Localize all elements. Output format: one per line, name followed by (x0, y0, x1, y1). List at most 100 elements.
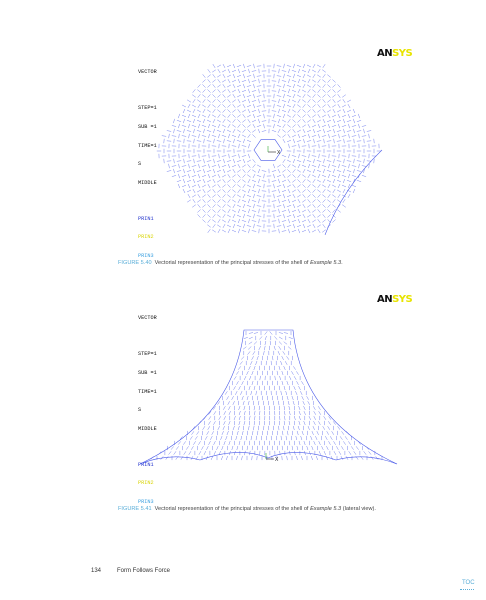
stress-vector (323, 416, 327, 420)
stress-vector (333, 138, 335, 144)
stress-vector (228, 153, 230, 159)
stress-vector (315, 436, 318, 440)
stress-vector (202, 188, 206, 194)
stress-vector (281, 355, 284, 361)
stress-vector (241, 109, 247, 113)
stress-vector (216, 169, 222, 173)
stress-vector (186, 160, 192, 162)
stress-vector (251, 70, 257, 72)
stress-vector (221, 164, 227, 168)
stress-vector (248, 366, 251, 370)
stress-vector (346, 189, 352, 193)
stress-vector (333, 421, 336, 425)
stress-vector (287, 198, 291, 204)
stress-vector (312, 184, 316, 188)
stress-vector (256, 85, 262, 87)
ansys-logo: ANSYS (377, 294, 413, 305)
stress-vector (297, 198, 301, 204)
stress-vector (327, 89, 331, 93)
stress-vector (347, 113, 351, 119)
stress-vector (317, 194, 321, 198)
stress-vector (288, 405, 291, 411)
stress-vector (276, 185, 282, 187)
stress-vector (281, 109, 287, 113)
stress-vector (271, 130, 277, 132)
stress-vector (221, 135, 227, 137)
stress-vector (338, 163, 340, 169)
toc-link[interactable]: TOC (462, 580, 475, 586)
stress-vector (356, 130, 362, 132)
stress-vector (273, 103, 275, 109)
stress-vector (301, 89, 307, 93)
stress-vector (171, 165, 177, 167)
stress-vector (238, 410, 241, 416)
stress-vector (278, 228, 280, 234)
stress-vector (241, 209, 247, 213)
stress-vector (287, 108, 291, 114)
stress-vector (192, 188, 196, 194)
stress-vector (288, 143, 290, 149)
stress-vector (283, 213, 285, 219)
stress-vector (277, 164, 281, 168)
stress-vector (322, 214, 326, 218)
stress-vector (332, 79, 336, 83)
stress-vector (258, 188, 260, 194)
stress-vector (326, 431, 329, 435)
stress-vector (286, 194, 292, 198)
stress-vector (322, 219, 326, 223)
stress-vector (228, 440, 231, 446)
stress-vector (238, 153, 240, 159)
stress-vector (243, 73, 245, 79)
stress-vector (316, 119, 322, 123)
stress-vector (276, 124, 282, 128)
stress-vector (363, 451, 367, 455)
stress-vector (173, 118, 175, 124)
stress-vector (241, 381, 244, 385)
stress-vector (253, 332, 259, 334)
stress-vector (368, 133, 370, 139)
stress-vector (283, 63, 285, 69)
stress-vector (171, 175, 177, 177)
stress-vector (292, 174, 296, 178)
stress-vector (323, 128, 325, 134)
stress-vector (361, 135, 367, 137)
stress-vector (256, 75, 262, 77)
stress-vector (246, 139, 252, 143)
stress-vector (232, 401, 235, 405)
stress-vector (323, 451, 326, 455)
stress-vector (228, 411, 231, 415)
stress-vector (232, 73, 236, 79)
stress-vector (302, 94, 306, 98)
stress-vector (232, 114, 236, 118)
stress-vector (228, 450, 231, 456)
stress-vector (191, 135, 197, 137)
stress-vector (287, 430, 289, 436)
stress-vector (282, 103, 286, 109)
stress-vector (306, 129, 312, 133)
stress-vector (170, 446, 174, 450)
stress-vector (276, 85, 282, 87)
stress-vector (333, 128, 335, 134)
stress-vector (258, 78, 260, 84)
stress-vector (346, 99, 352, 103)
stress-vector (246, 395, 249, 401)
stress-vector (293, 415, 296, 421)
stress-vector (298, 420, 301, 426)
stress-vector (278, 178, 280, 184)
stress-vector (181, 135, 187, 137)
stress-vector (222, 99, 226, 103)
stress-vector (327, 204, 331, 208)
stress-vector (273, 193, 275, 199)
stress-vector (301, 455, 303, 461)
stress-vector (322, 109, 326, 113)
legend-line: MIDDLE (138, 179, 157, 186)
stress-vector (273, 123, 275, 129)
stress-vector (286, 356, 290, 360)
stress-vector (231, 134, 237, 138)
stress-vector (225, 435, 228, 441)
stress-vector (202, 104, 206, 108)
stress-vector (301, 164, 307, 168)
stress-vector (273, 345, 276, 351)
stress-vector (259, 336, 263, 340)
stress-vector (227, 119, 231, 123)
